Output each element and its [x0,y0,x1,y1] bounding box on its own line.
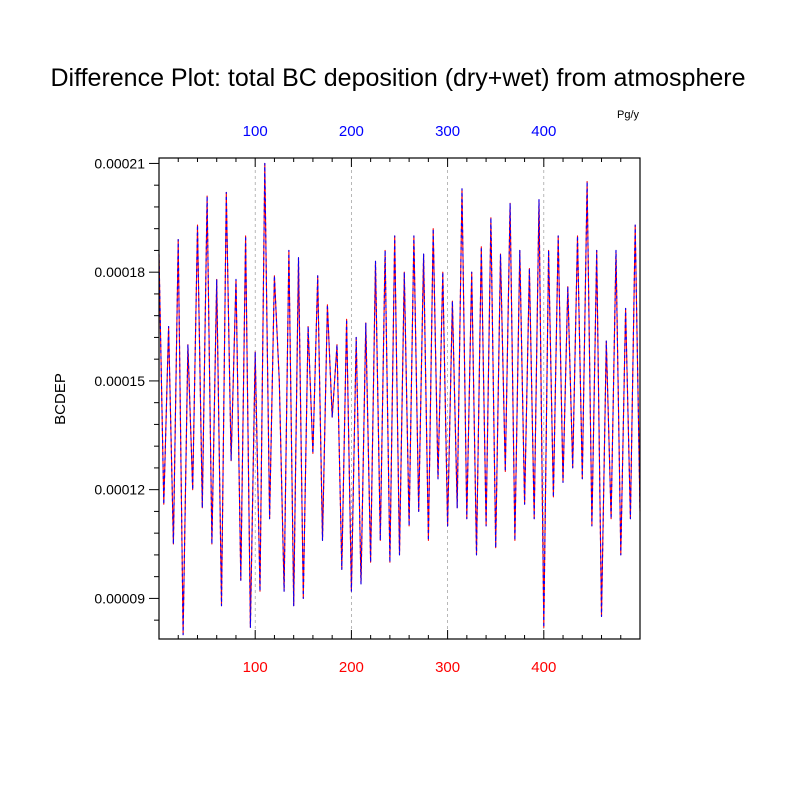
top-tick-label-400: 400 [531,123,556,140]
y-tick-label-2: 0.00015 [94,373,145,389]
y-tick-label-3: 0.00018 [94,264,145,280]
y-tick-label-1: 0.00012 [94,482,145,498]
chart-title: Difference Plot: total BC deposition (dr… [51,64,746,92]
units-label: Pg/y [617,109,640,121]
top-tick-label-300: 300 [435,123,460,140]
y-axis-label: BCDEP [52,373,69,425]
series-group [158,162,641,636]
bottom-tick-label-100: 100 [243,659,268,676]
axes: 100 200 300 400 100 200 300 400 0.00009 0.00012 0.… [94,123,622,676]
y-tick-label-4: 0.00021 [94,155,145,171]
bottom-tick-label-400: 400 [531,659,556,676]
grid [254,158,545,639]
series-line-blue [158,162,641,636]
bottom-tick-label-200: 200 [339,659,364,676]
series-line-red [158,162,641,636]
plot-frame [158,157,641,640]
top-tick-label-100: 100 [243,123,268,140]
y-tick-label-0: 0.00009 [94,590,145,606]
bottom-tick-label-300: 300 [435,659,460,676]
top-tick-label-200: 200 [339,123,364,140]
